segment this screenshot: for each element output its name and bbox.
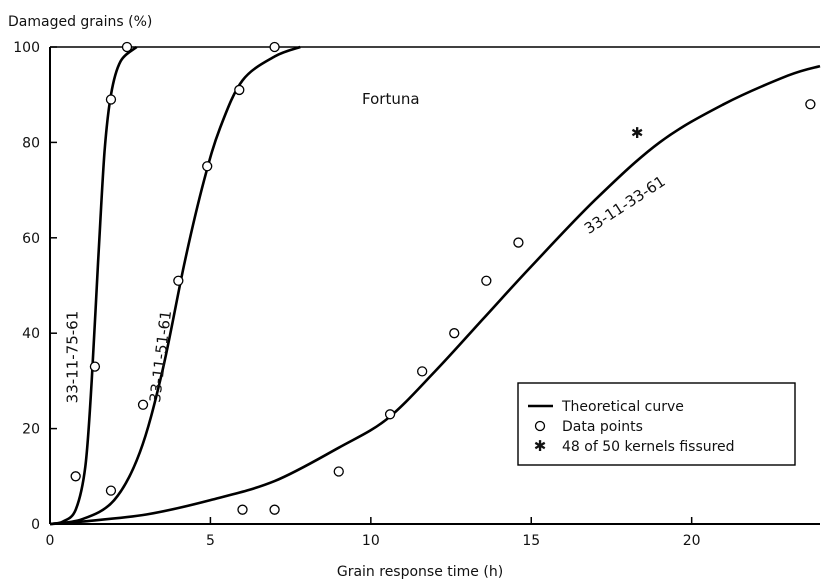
series-label-0: 33-11-75-61 (63, 311, 81, 404)
x-axis-title: Grain response time (h) (337, 564, 503, 580)
data-point (70, 471, 81, 482)
legend-star-label: 48 of 50 kernels fissured (562, 439, 735, 455)
data-point (105, 94, 117, 105)
points-group: ✱ (70, 41, 816, 515)
y-tick-label: 40 (22, 326, 40, 342)
theoretical-curve-0 (49, 45, 138, 526)
data-point (417, 366, 428, 377)
series-label-2: 33-11-33-61 (581, 172, 668, 238)
x-tick-label: 20 (683, 533, 701, 549)
data-point (234, 84, 245, 96)
legend-points-label: Data points (562, 419, 643, 435)
data-point (237, 504, 248, 515)
data-point (269, 504, 280, 515)
curves-group (49, 45, 821, 526)
legend-points-swatch (534, 420, 546, 432)
data-point (513, 237, 524, 248)
legend: Theoretical curve Data points ✱ 48 of 50… (517, 382, 796, 466)
y-tick-label: 100 (13, 40, 40, 56)
data-point (202, 161, 213, 172)
x-tick-label: 0 (46, 533, 55, 549)
series-labels-group: 33-11-75-61 33-11-51-61 33-11-33-61 (63, 172, 668, 403)
x-tick-label: 5 (206, 533, 215, 549)
data-point (269, 41, 280, 53)
legend-box (517, 382, 796, 466)
theoretical-curve-1 (49, 45, 301, 526)
fortuna-annotation: Fortuna (362, 90, 420, 108)
data-point (89, 361, 101, 372)
y-tick-label: 0 (31, 517, 40, 533)
fissured-star-marker: ✱ (631, 124, 644, 142)
data-point (449, 328, 460, 339)
y-tick-label: 80 (22, 135, 40, 151)
legend-star-swatch: ✱ (534, 437, 547, 455)
legend-curve-label: Theoretical curve (561, 399, 684, 415)
ticks-group: 0 5 10 15 20 0 20 40 60 80 100 (13, 40, 700, 549)
data-point (384, 409, 396, 420)
y-tick-label: 60 (22, 231, 40, 247)
x-tick-label: 15 (522, 533, 540, 549)
data-point (137, 399, 149, 410)
data-point (105, 485, 117, 496)
data-point (173, 275, 184, 286)
data-point (481, 275, 492, 286)
y-tick-label: 20 (22, 422, 40, 438)
x-tick-label: 10 (362, 533, 380, 549)
data-point (121, 41, 133, 53)
data-point (333, 466, 344, 477)
y-axis-title: Damaged grains (%) (8, 14, 152, 30)
data-point (805, 99, 816, 110)
theoretical-curve-2 (49, 64, 821, 526)
series-label-1: 33-11-51-61 (146, 309, 175, 403)
